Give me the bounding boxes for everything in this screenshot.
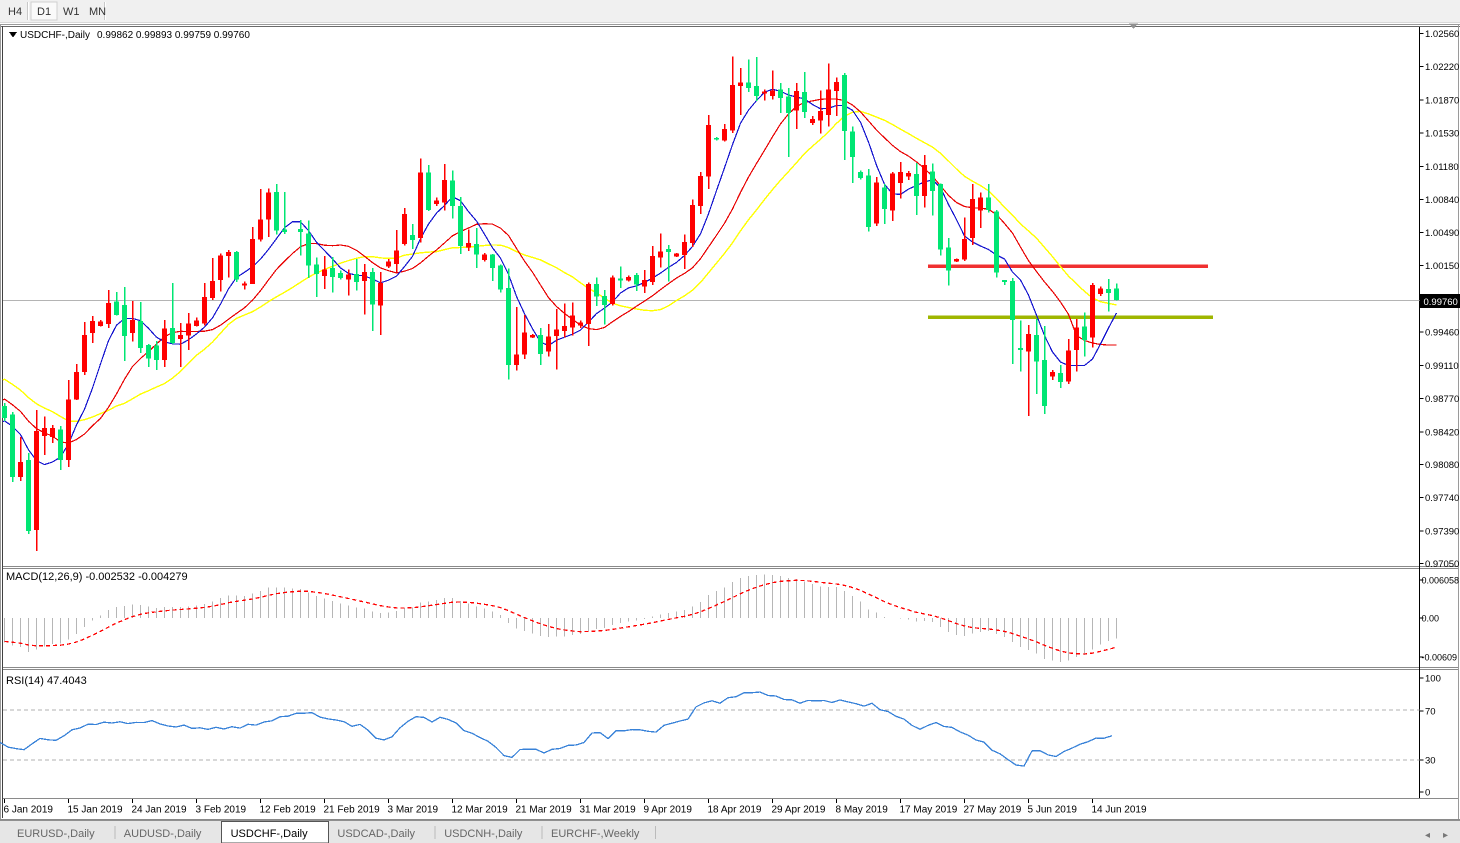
svg-text:12 Mar 2019: 12 Mar 2019 — [452, 805, 509, 816]
svg-text:1.02560: 1.02560 — [1425, 29, 1459, 40]
svg-text:29 Apr 2019: 29 Apr 2019 — [772, 805, 826, 816]
svg-text:MACD(12,26,9) -0.002532 -0.004: MACD(12,26,9) -0.002532 -0.004279 — [6, 571, 188, 583]
svg-text:1.01180: 1.01180 — [1425, 162, 1459, 173]
svg-text:-0.00609: -0.00609 — [1422, 653, 1458, 663]
svg-text:15 Jan 2019: 15 Jan 2019 — [68, 805, 123, 816]
svg-text:3 Mar 2019: 3 Mar 2019 — [388, 805, 439, 816]
svg-text:RSI(14) 47.4043: RSI(14) 47.4043 — [6, 675, 87, 687]
svg-text:AUDUSD-,Daily: AUDUSD-,Daily — [124, 828, 202, 840]
svg-text:USDCHF-,Daily: USDCHF-,Daily — [20, 30, 90, 41]
svg-text:0.98080: 0.98080 — [1425, 460, 1459, 471]
svg-text:21 Mar 2019: 21 Mar 2019 — [516, 805, 573, 816]
svg-text:1.02220: 1.02220 — [1425, 62, 1459, 73]
svg-text:6 Jan 2019: 6 Jan 2019 — [4, 805, 54, 816]
svg-text:0.99862 0.99893 0.99759 0.9976: 0.99862 0.99893 0.99759 0.99760 — [97, 30, 250, 41]
svg-text:12 Feb 2019: 12 Feb 2019 — [260, 805, 317, 816]
svg-text:17 May 2019: 17 May 2019 — [900, 805, 958, 816]
svg-text:1.01530: 1.01530 — [1425, 129, 1459, 140]
svg-text:0.99760: 0.99760 — [1424, 297, 1458, 308]
svg-text:0.97050: 0.97050 — [1425, 559, 1459, 570]
svg-text:21 Feb 2019: 21 Feb 2019 — [324, 805, 381, 816]
svg-text:5 Jun 2019: 5 Jun 2019 — [1028, 805, 1078, 816]
svg-text:1.01870: 1.01870 — [1425, 96, 1459, 107]
svg-text:30: 30 — [1425, 756, 1436, 767]
svg-text:0.00: 0.00 — [1422, 614, 1440, 624]
svg-text:USDCNH-,Daily: USDCNH-,Daily — [444, 828, 523, 840]
svg-text:0.99110: 0.99110 — [1425, 361, 1459, 372]
svg-text:0.97390: 0.97390 — [1425, 527, 1459, 538]
svg-text:100: 100 — [1425, 674, 1441, 685]
svg-text:31 Mar 2019: 31 Mar 2019 — [580, 805, 637, 816]
svg-text:EURUSD-,Daily: EURUSD-,Daily — [17, 828, 95, 840]
svg-text:1.00150: 1.00150 — [1425, 261, 1459, 272]
svg-text:W1: W1 — [63, 6, 80, 18]
svg-text:0.006058: 0.006058 — [1422, 576, 1460, 586]
svg-text:0.98420: 0.98420 — [1425, 428, 1459, 439]
svg-text:0.97740: 0.97740 — [1425, 493, 1459, 504]
svg-text:18 Apr 2019: 18 Apr 2019 — [708, 805, 762, 816]
svg-text:USDCAD-,Daily: USDCAD-,Daily — [337, 828, 415, 840]
svg-text:0.99460: 0.99460 — [1425, 328, 1459, 339]
svg-text:MN: MN — [89, 6, 106, 18]
svg-text:14 Jun 2019: 14 Jun 2019 — [1092, 805, 1147, 816]
svg-text:0.98770: 0.98770 — [1425, 394, 1459, 405]
svg-text:◂: ◂ — [1425, 830, 1430, 841]
svg-text:70: 70 — [1425, 707, 1436, 718]
svg-text:H4: H4 — [8, 6, 22, 18]
svg-text:9 Apr 2019: 9 Apr 2019 — [644, 805, 693, 816]
svg-text:3 Feb 2019: 3 Feb 2019 — [196, 805, 247, 816]
svg-text:27 May 2019: 27 May 2019 — [964, 805, 1022, 816]
svg-text:USDCHF-,Daily: USDCHF-,Daily — [231, 828, 309, 840]
svg-text:▸: ▸ — [1443, 830, 1448, 841]
svg-text:8 May 2019: 8 May 2019 — [836, 805, 889, 816]
svg-text:EURCHF-,Weekly: EURCHF-,Weekly — [551, 828, 640, 840]
svg-text:24 Jan 2019: 24 Jan 2019 — [132, 805, 187, 816]
svg-text:0: 0 — [1425, 788, 1430, 799]
svg-text:1.00490: 1.00490 — [1425, 228, 1459, 239]
svg-text:1.00840: 1.00840 — [1425, 195, 1459, 206]
svg-text:D1: D1 — [37, 6, 51, 18]
